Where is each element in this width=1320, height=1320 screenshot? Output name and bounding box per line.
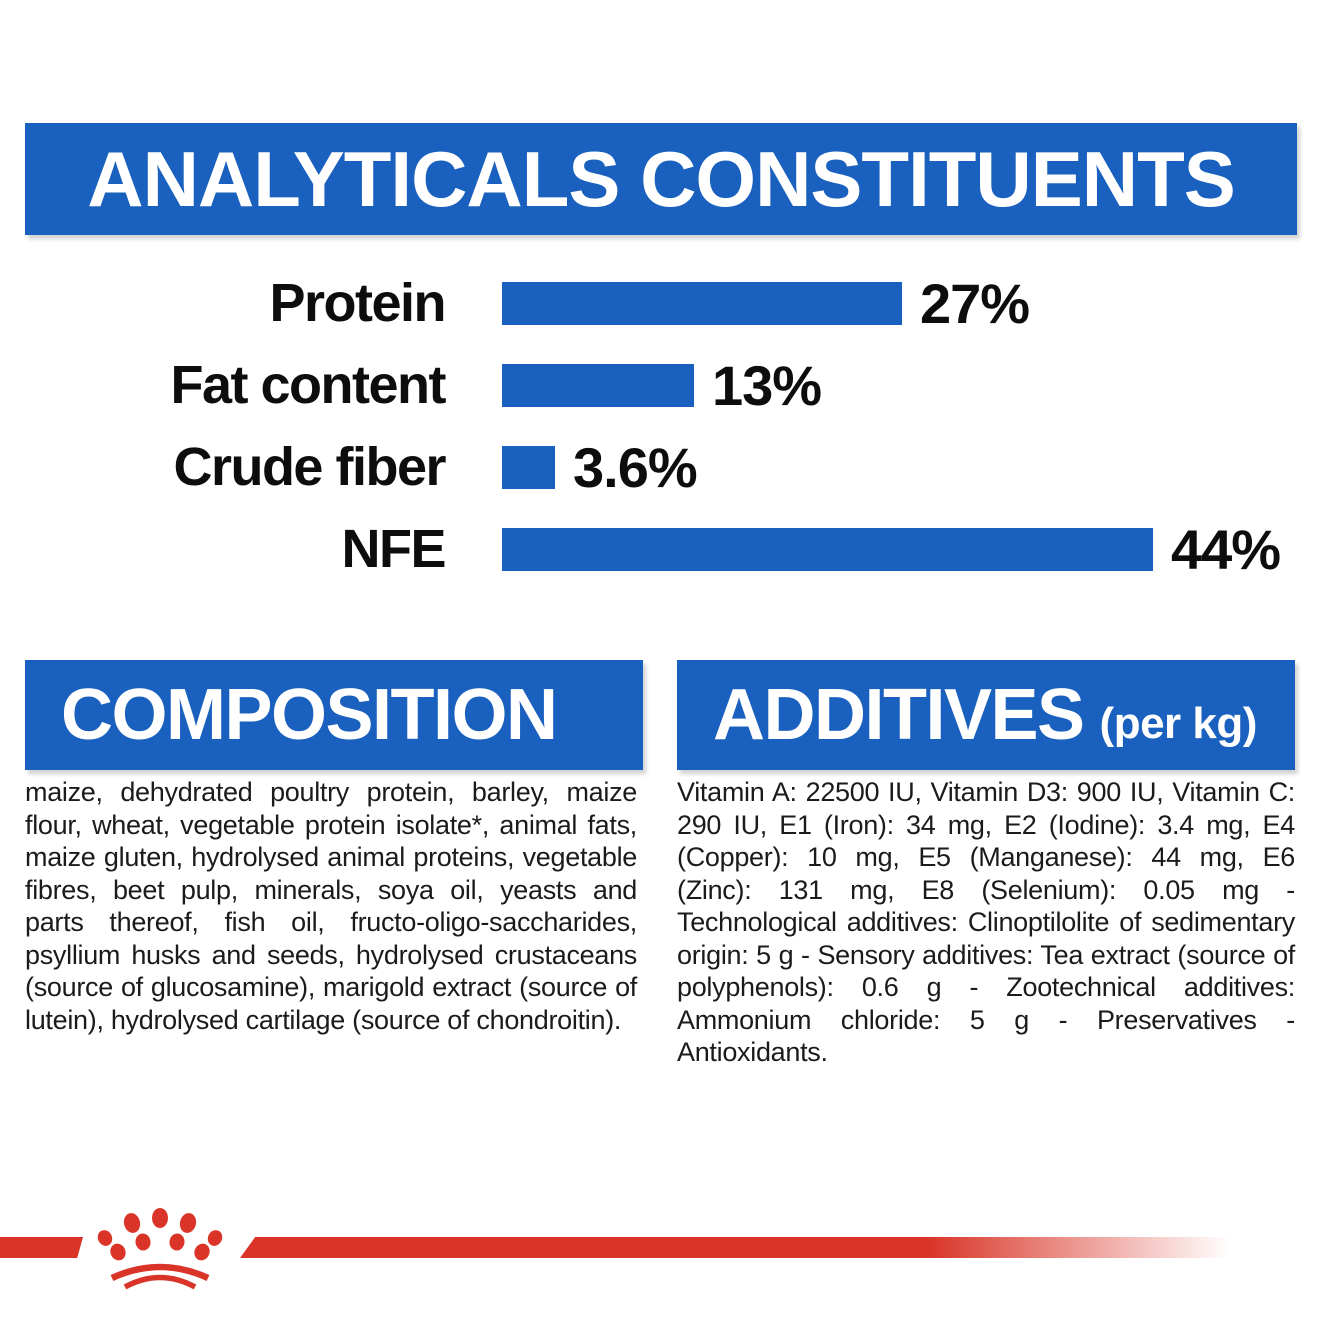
chart-category-label: Fat content xyxy=(170,355,447,415)
chart-row-nfe: NFE 44% xyxy=(0,508,1320,590)
chart-value-label: 44% xyxy=(1171,517,1281,581)
chart-row-fat-content: Fat content 13% xyxy=(0,344,1320,426)
chart-value-label: 13% xyxy=(712,353,822,417)
additives-title: ADDITIVES xyxy=(713,675,1085,755)
royal-canin-crown-icon xyxy=(97,1208,223,1290)
brand-stripe-left xyxy=(0,1237,83,1258)
chart-bar xyxy=(502,281,902,325)
chart-category-label: Protein xyxy=(269,273,446,333)
composition-header: COMPOSITION xyxy=(25,660,643,770)
analytical-constituents-chart: Protein 27% Fat content 13% Crude fiber … xyxy=(0,262,1320,590)
chart-value-label: 27% xyxy=(920,271,1030,335)
chart-row-protein: Protein 27% xyxy=(0,262,1320,344)
chart-bar xyxy=(502,527,1153,571)
chart-value-label: 3.6% xyxy=(573,435,698,499)
chart-bar xyxy=(502,445,555,489)
additives-unit-note: (per kg) xyxy=(1099,699,1258,748)
chart-bar xyxy=(502,363,694,407)
composition-title: COMPOSITION xyxy=(61,675,558,755)
chart-row-crude-fiber: Crude fiber 3.6% xyxy=(0,426,1320,508)
additives-header: ADDITIVES (per kg) xyxy=(677,660,1295,770)
analyticals-header: ANALYTICALS CONSTITUENTS xyxy=(25,123,1297,235)
analyticals-title: ANALYTICALS CONSTITUENTS xyxy=(87,134,1235,223)
composition-body: maize, dehydrated poultry protein, barle… xyxy=(25,777,637,1035)
additives-body: Vitamin A: 22500 IU, Vitamin D3: 900 IU,… xyxy=(677,777,1295,1067)
brand-stripe-right-fading xyxy=(240,1237,1250,1258)
chart-category-label: Crude fiber xyxy=(173,437,446,497)
chart-category-label: NFE xyxy=(341,519,447,579)
